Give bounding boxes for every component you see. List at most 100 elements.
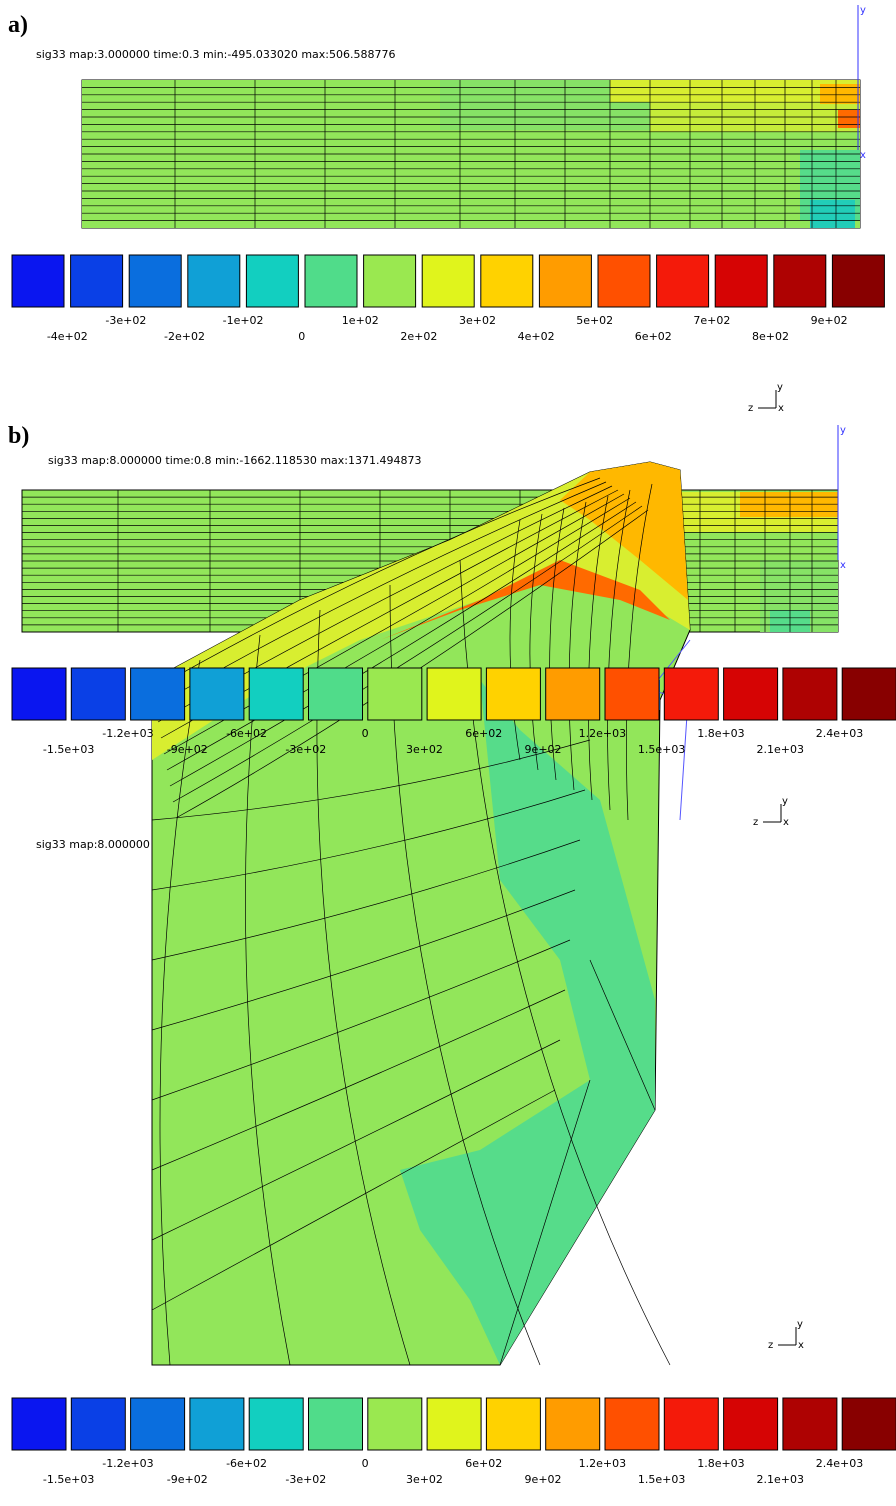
legend-label: -6e+02 [226, 1457, 267, 1470]
legend-label: 4e+02 [518, 330, 555, 343]
panel-label: b) [8, 423, 29, 449]
legend-swatch [782, 1397, 838, 1451]
legend-swatch [841, 1397, 896, 1451]
mesh-line [509, 519, 521, 761]
legend-label: -3e+02 [285, 743, 326, 756]
legend-swatch [426, 667, 482, 721]
mesh-patch [560, 462, 688, 600]
legend-swatch [308, 1397, 363, 1451]
legend-swatch [11, 1397, 67, 1451]
legend-swatch [70, 254, 124, 308]
legend-label: -1.2e+03 [102, 727, 153, 740]
legend-swatch [538, 254, 592, 308]
legend-swatch [597, 254, 651, 308]
legend-swatch [367, 1397, 423, 1451]
legend-swatch [11, 667, 67, 721]
legend-swatch [70, 1397, 126, 1451]
mesh [81, 79, 861, 229]
legend-swatch [656, 254, 710, 308]
mesh-line [626, 483, 653, 821]
legend-swatch [11, 254, 65, 308]
legend-label: 9e+02 [525, 1473, 562, 1486]
triad [758, 390, 777, 409]
legend-swatch [426, 1397, 482, 1451]
legend-label: 1.8e+03 [697, 1457, 744, 1470]
panel-header: sig33 map:3.000000 time:0.3 min:-495.033… [36, 48, 396, 61]
mesh-line [316, 609, 411, 1366]
legend-label: -1.2e+03 [102, 1457, 153, 1470]
triad-label: z [768, 1340, 773, 1351]
mesh-line [151, 789, 586, 891]
legend-swatch [248, 1397, 304, 1451]
legend-label: 6e+02 [465, 1457, 502, 1470]
triad [778, 1327, 797, 1346]
triad-label: y [797, 1319, 803, 1330]
legend-swatch [604, 667, 660, 721]
mesh-line [151, 1039, 561, 1241]
legend-label: 0 [298, 330, 305, 343]
legend-label: 6e+02 [635, 330, 672, 343]
mesh-line [549, 507, 565, 781]
legend-label: 6e+02 [465, 727, 502, 740]
mesh-patch [610, 80, 860, 102]
mesh-line [169, 501, 637, 787]
mesh-line [159, 659, 201, 1366]
legend-label: 1.2e+03 [579, 727, 626, 740]
mesh-patch [820, 84, 860, 104]
legend-swatch [485, 1397, 541, 1451]
legend-swatch [604, 1397, 660, 1451]
legend-swatch [189, 667, 245, 721]
legend-swatch [70, 667, 126, 721]
triad [763, 804, 782, 823]
legend-label: 1e+02 [342, 314, 379, 327]
mesh-line [529, 513, 543, 771]
legend-swatch [245, 254, 299, 308]
legend-label: 1.5e+03 [638, 743, 685, 756]
mesh-line [151, 1089, 556, 1311]
legend-label: 9e+02 [811, 314, 848, 327]
triad-label: x [783, 817, 789, 828]
mesh-patch [810, 200, 855, 228]
mesh-patch [400, 680, 655, 1365]
mesh-patch [838, 110, 860, 128]
legend-swatch [773, 254, 827, 308]
legend-swatch [782, 667, 838, 721]
triad-label: x [798, 1340, 804, 1351]
legend-swatch [248, 667, 304, 721]
legend-swatch [663, 1397, 719, 1451]
triad-label: y [782, 796, 788, 807]
mesh-patch [380, 560, 670, 640]
mesh-patch [152, 462, 690, 760]
legend-swatch [545, 667, 601, 721]
mesh-line [245, 634, 291, 1366]
legend-swatch [723, 1397, 779, 1451]
mesh-line [151, 477, 601, 691]
legend-label: 1.8e+03 [697, 727, 744, 740]
legend-label: -9e+02 [167, 743, 208, 756]
legend-swatch [485, 667, 541, 721]
legend-swatch [363, 254, 417, 308]
axis-label: x [840, 560, 846, 571]
triad-label: y [777, 382, 783, 393]
legend-swatch [714, 254, 768, 308]
legend-label: 0 [362, 727, 369, 740]
mesh-line [166, 497, 631, 771]
legend-label: 3e+02 [459, 314, 496, 327]
legend-label: -1e+02 [223, 314, 264, 327]
legend-label: 2.1e+03 [757, 1473, 804, 1486]
mesh-line [151, 839, 581, 961]
legend-label: 2.4e+03 [816, 727, 863, 740]
legend-swatch [545, 1397, 601, 1451]
mesh-line [151, 889, 576, 1031]
panel-label: a) [8, 12, 28, 38]
mesh-line [499, 959, 656, 1366]
mesh-line [151, 739, 591, 821]
triad-label: z [748, 403, 753, 414]
legend-label: -1.5e+03 [43, 1473, 94, 1486]
legend-label: -6e+02 [226, 727, 267, 740]
legend-label: 3e+02 [406, 743, 443, 756]
mesh-line [607, 489, 631, 811]
legend-label: 5e+02 [576, 314, 613, 327]
mesh-line [151, 939, 571, 1101]
